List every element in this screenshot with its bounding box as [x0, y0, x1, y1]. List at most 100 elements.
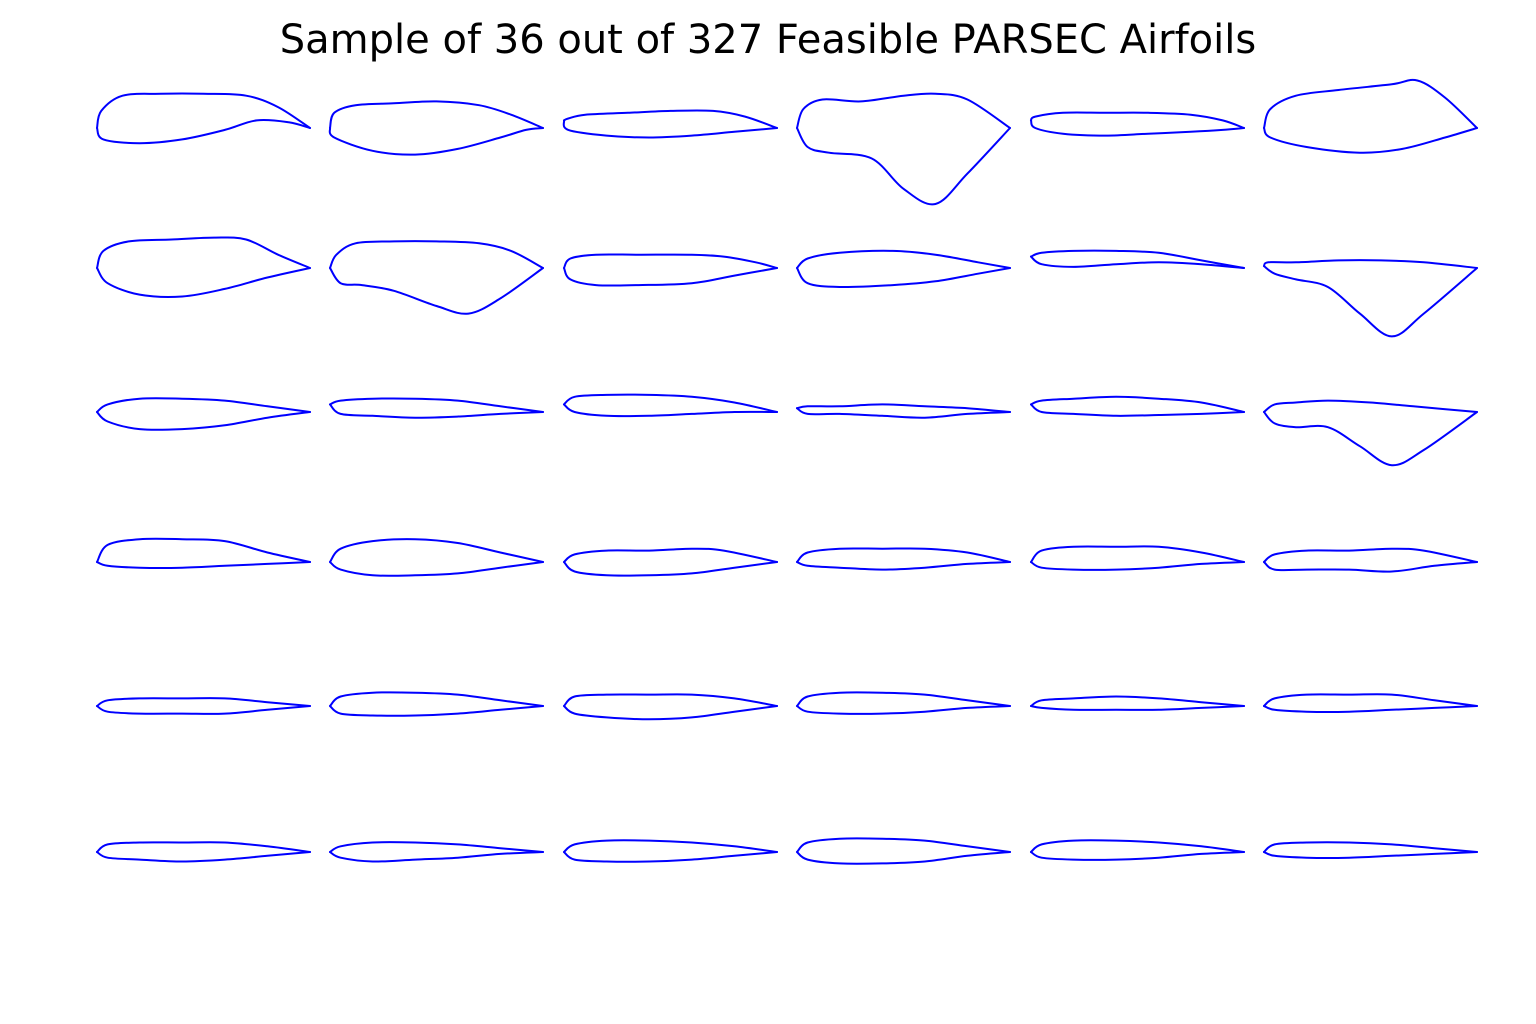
airfoil-22	[796, 547, 1011, 571]
airfoil-9	[563, 253, 778, 287]
airfoil-32	[329, 841, 544, 863]
airfoil-15	[563, 393, 778, 418]
airfoil-12-upper-surface	[1263, 259, 1478, 269]
airfoil-5-lower-surface	[1030, 119, 1245, 137]
airfoil-27	[563, 693, 778, 721]
airfoil-11-upper-surface	[1030, 249, 1245, 269]
airfoil-6-upper-surface	[1263, 78, 1478, 129]
airfoil-5	[1030, 111, 1245, 137]
airfoil-11-lower-surface	[1030, 255, 1245, 269]
airfoil-27-lower-surface	[563, 705, 778, 721]
airfoil-24	[1263, 547, 1478, 573]
airfoil-31-lower-surface	[96, 851, 311, 863]
airfoil-20	[329, 538, 544, 577]
airfoil-16	[796, 403, 1011, 419]
airfoil-18-lower-surface	[1263, 411, 1478, 467]
airfoil-30-upper-surface	[1263, 693, 1478, 707]
airfoil-34-upper-surface	[796, 837, 1011, 853]
airfoil-29-upper-surface	[1030, 695, 1245, 707]
airfoil-34-lower-surface	[796, 851, 1011, 865]
airfoil-8-upper-surface	[329, 240, 544, 269]
airfoil-10-upper-surface	[796, 249, 1011, 269]
airfoil-20-upper-surface	[329, 538, 544, 563]
airfoil-25-lower-surface	[96, 705, 311, 715]
airfoil-13-lower-surface	[96, 411, 311, 431]
airfoil-3-upper-surface	[563, 109, 778, 129]
airfoil-13-upper-surface	[96, 397, 311, 413]
airfoil-22-lower-surface	[796, 561, 1011, 571]
chart-title: Sample of 36 out of 327 Feasible PARSEC …	[279, 17, 1257, 63]
airfoil-1-upper-surface	[96, 92, 311, 129]
airfoil-11	[1030, 249, 1245, 269]
airfoil-2-upper-surface	[329, 100, 544, 129]
airfoil-17	[1030, 395, 1245, 417]
airfoil-3-lower-surface	[562, 119, 778, 139]
airfoil-29-lower-surface	[1030, 705, 1245, 711]
airfoil-8	[329, 240, 544, 315]
airfoil-34	[796, 837, 1011, 865]
airfoil-8-lower-surface	[329, 267, 544, 315]
airfoil-19-upper-surface	[96, 537, 311, 563]
airfoil-28	[796, 691, 1011, 715]
airfoil-18	[1263, 399, 1478, 467]
airfoil-28-lower-surface	[796, 705, 1011, 715]
airfoil-18-upper-surface	[1263, 399, 1478, 413]
airfoil-36-upper-surface	[1263, 841, 1478, 853]
airfoil-10-lower-surface	[796, 267, 1011, 289]
airfoil-33-upper-surface	[563, 839, 778, 853]
airfoil-24-upper-surface	[1263, 547, 1478, 563]
airfoil-5-upper-surface	[1030, 111, 1245, 129]
airfoil-24-lower-surface	[1263, 561, 1478, 573]
airfoil-22-upper-surface	[796, 547, 1011, 563]
airfoil-21	[563, 547, 778, 577]
airfoil-14-lower-surface	[329, 403, 544, 419]
airfoil-23	[1030, 545, 1245, 571]
airfoil-13	[96, 397, 311, 431]
airfoil-21-lower-surface	[563, 561, 778, 577]
airfoil-19	[96, 537, 311, 569]
airfoil-1	[96, 92, 311, 145]
airfoil-36	[1263, 841, 1478, 859]
airfoil-4-upper-surface	[796, 92, 1011, 129]
airfoil-12-lower-surface	[1263, 265, 1478, 338]
airfoil-16-lower-surface	[796, 407, 1011, 419]
airfoil-26-upper-surface	[329, 691, 544, 707]
airfoil-23-lower-surface	[1030, 561, 1245, 571]
airfoil-17-lower-surface	[1030, 403, 1245, 417]
airfoil-4	[796, 92, 1011, 206]
airfoil-17-upper-surface	[1030, 395, 1245, 413]
airfoil-32-lower-surface	[329, 851, 544, 863]
airfoil-15-lower-surface	[563, 403, 778, 418]
airfoil-12	[1263, 259, 1478, 338]
airfoil-28-upper-surface	[796, 691, 1011, 707]
airfoil-14-upper-surface	[329, 397, 544, 413]
airfoil-25-upper-surface	[96, 697, 311, 707]
airfoil-7	[96, 236, 311, 298]
airfoil-2-lower-surface	[328, 127, 544, 156]
airfoil-26	[329, 691, 544, 717]
airfoil-6-lower-surface	[1263, 127, 1478, 154]
airfoil-33	[563, 839, 778, 863]
airfoil-4-lower-surface	[796, 127, 1011, 206]
airfoil-35-upper-surface	[1030, 839, 1245, 853]
airfoil-27-upper-surface	[563, 693, 778, 707]
airfoil-14	[329, 397, 544, 419]
airfoil-20-lower-surface	[329, 561, 544, 577]
airfoil-31-upper-surface	[96, 841, 311, 853]
airfoil-7-upper-surface	[96, 236, 311, 269]
airfoil-30-lower-surface	[1263, 705, 1478, 713]
airfoil-36-lower-surface	[1263, 851, 1478, 859]
airfoil-23-upper-surface	[1030, 545, 1245, 563]
airfoil-3	[562, 109, 778, 139]
airfoil-19-lower-surface	[96, 561, 311, 569]
airfoil-15-upper-surface	[563, 393, 778, 413]
airfoil-1-lower-surface	[96, 118, 311, 145]
airfoil-6	[1263, 78, 1478, 154]
airfoil-35	[1030, 839, 1245, 861]
airfoil-31	[96, 841, 311, 863]
airfoil-2	[328, 100, 544, 156]
airfoil-9-upper-surface	[563, 253, 778, 269]
airfoil-26-lower-surface	[329, 705, 544, 717]
airfoil-30	[1263, 693, 1478, 713]
